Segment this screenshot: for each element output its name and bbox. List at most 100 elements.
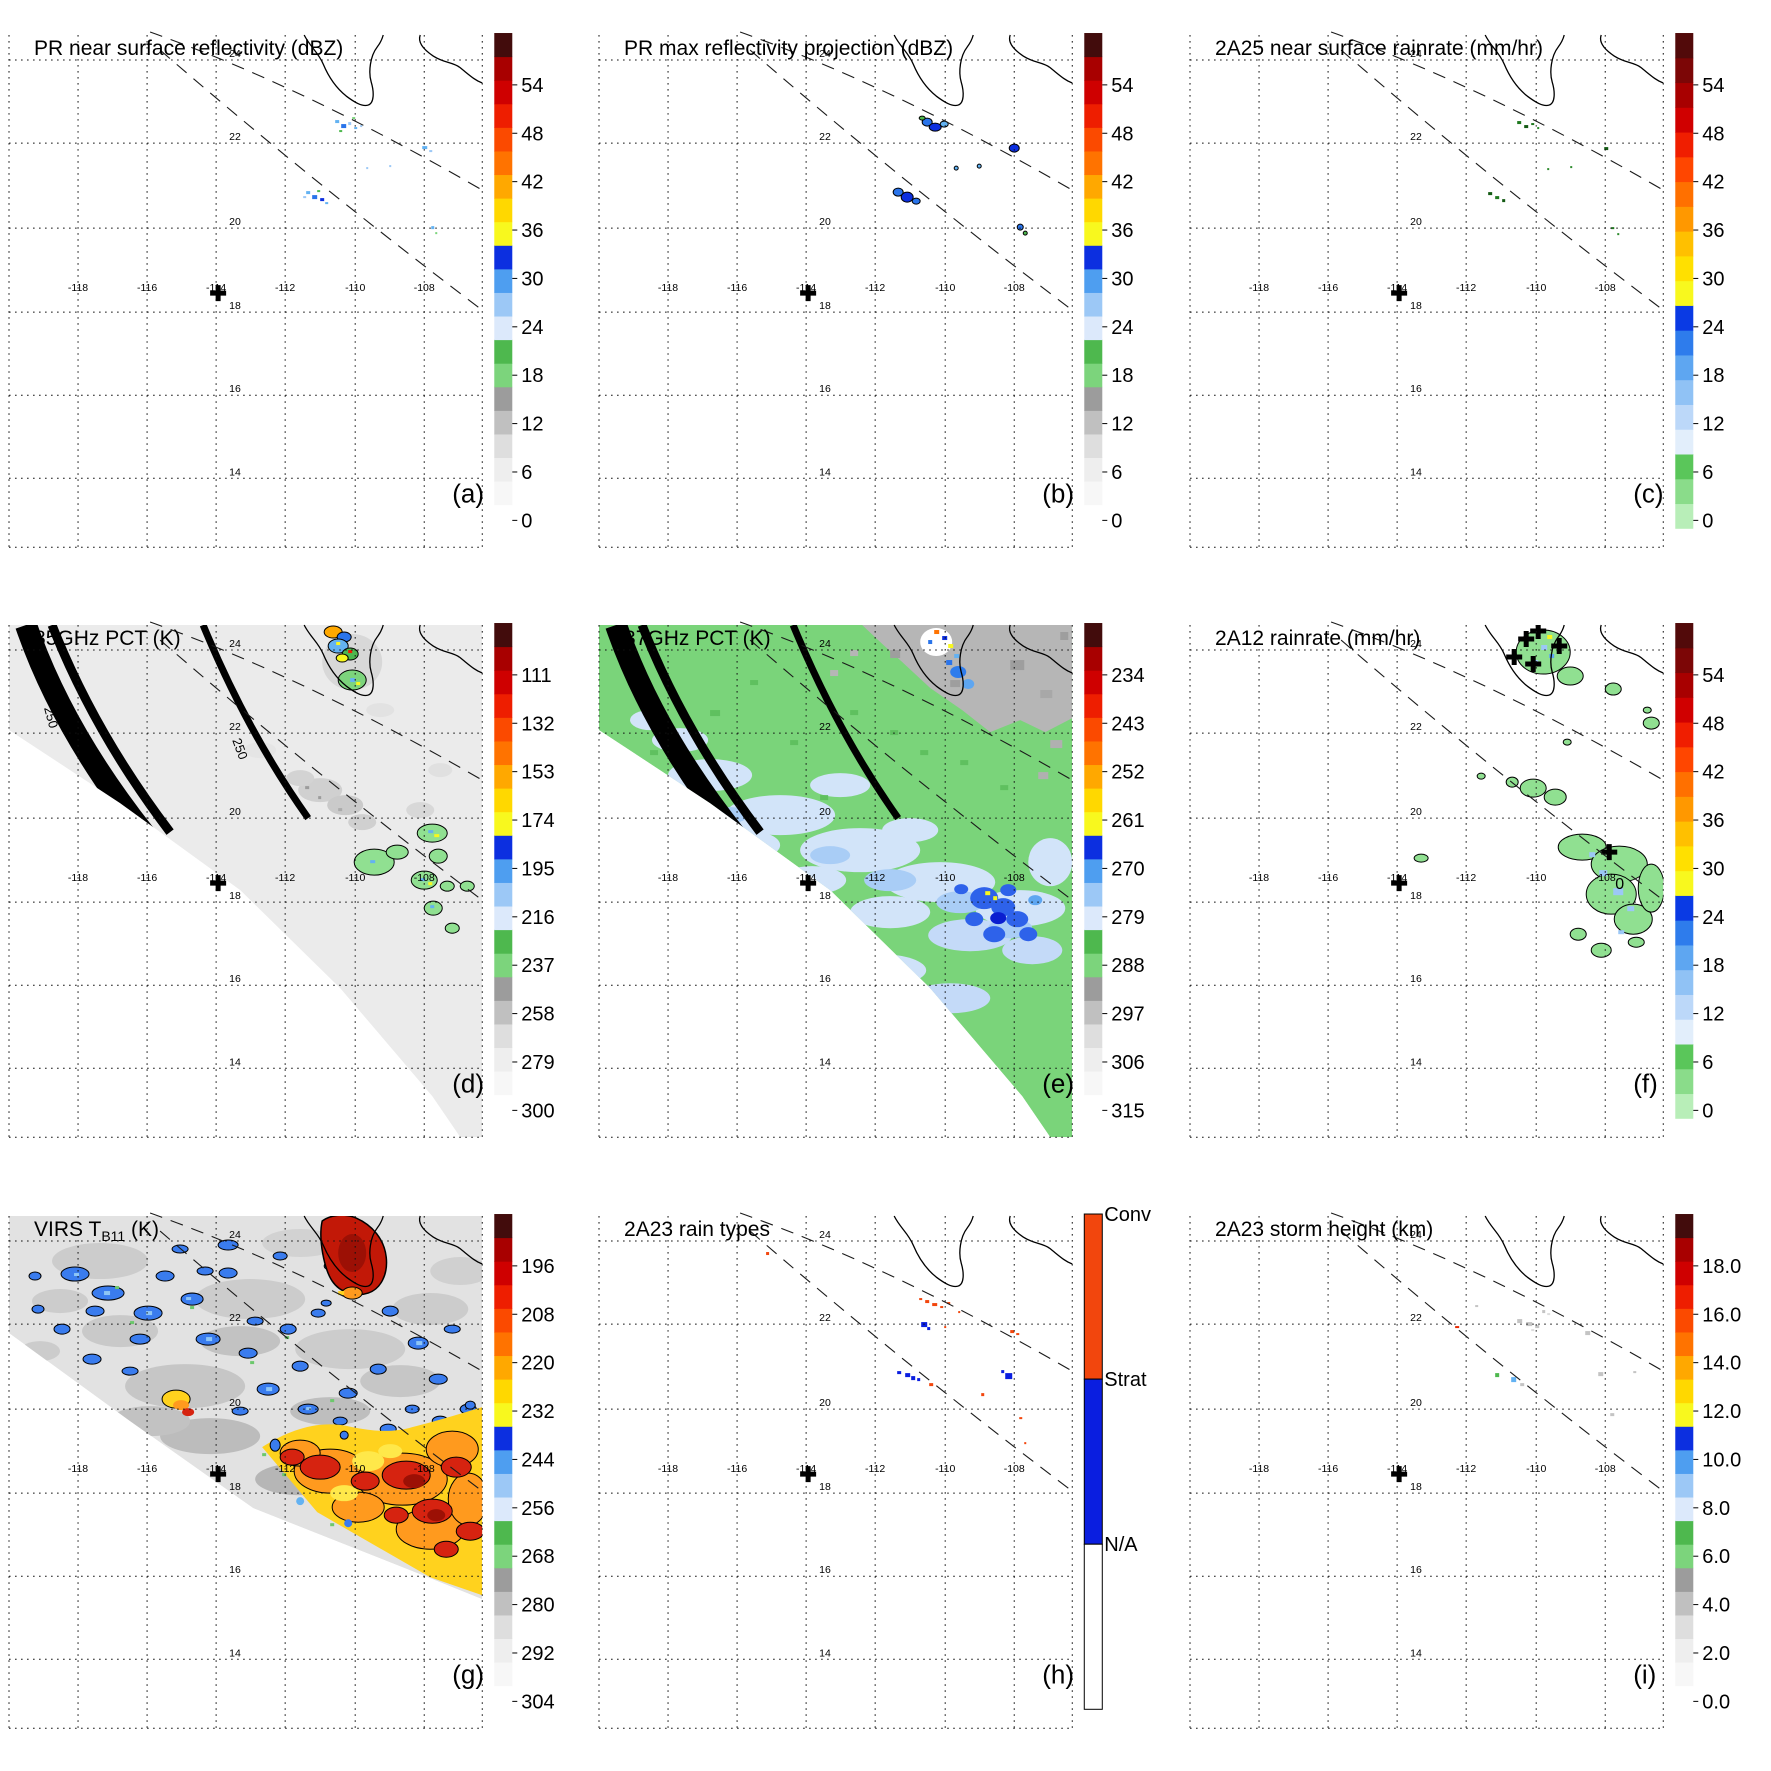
swath-edge-line [159,639,483,901]
data-blob [455,1521,483,1541]
data-blob [279,1448,305,1466]
colorbar-segment [494,1284,513,1309]
data-blob [155,1270,175,1282]
data-blob [82,1353,102,1365]
colorbar-tick-label: 8.0 [1702,1497,1730,1519]
latitude-label: 22 [229,131,241,143]
data-pixel [305,786,310,790]
latitude-label: 18 [819,891,831,903]
data-pixel [1001,1369,1005,1373]
coastline [1484,625,1565,697]
colorbar-segment [494,56,513,81]
colorbar-tick-label: 288 [1112,956,1145,978]
data-pixel [430,905,435,909]
colorbar-segment [1084,150,1103,176]
colorbar-segment [1084,174,1103,199]
data-pixel [428,830,434,834]
colorbar-tick-label: 12 [1112,414,1134,436]
swath-edge-line [1330,621,1664,781]
colorbar-segment [494,835,513,860]
colorbar-segment [494,1496,513,1521]
colorbar-segment [494,80,513,105]
data-pixel [790,740,799,746]
latitude-label: 24 [819,48,831,60]
colorbar-segment [1674,1425,1693,1451]
data-pixel [920,750,929,756]
colorbar-tick-label: 48 [1702,123,1724,145]
longitude-label: -108 [1594,872,1615,884]
colorbar-segment [494,1308,513,1333]
data-blob [433,1540,459,1558]
data-blob [286,770,315,787]
colorbar-tick-label: 195 [521,859,554,881]
latitude-label: 18 [1410,891,1422,903]
panel-title: 2A23 rain types [624,1218,770,1241]
data-blob [180,1292,204,1306]
colorbar-tick-label: 132 [521,714,554,736]
data-blob [279,1323,297,1335]
latitude-label: 18 [229,300,241,312]
data-blob [217,1239,239,1251]
data-blob [1028,895,1043,906]
colorbar-segment [1084,670,1103,695]
data-pixel [710,710,721,717]
data-blob [1000,884,1017,897]
colorbar-segment [1084,977,1103,1002]
data-pixel [318,796,322,800]
data-blob [392,1292,469,1325]
colorbar-tick-label: 306 [1112,1052,1145,1074]
data-pixel [1016,1332,1020,1335]
colorbar-segment [494,1331,513,1356]
graticule [1189,35,1664,548]
data-pixel [917,1377,921,1381]
data-pixel [1523,125,1528,129]
colorbar-segment [1084,268,1103,293]
latitude-label: 18 [819,300,831,312]
colorbar-segment [494,292,513,317]
swath-edge-line [1340,49,1664,311]
panel-letter: (d) [452,1069,484,1099]
panel-title: 85GHz PCT (K) [34,627,181,650]
colorbar-tick-label: 6 [521,462,532,484]
contour-label: 250 [41,705,61,730]
data-blob [1017,223,1025,231]
data-blob [320,1299,332,1307]
latitude-label: 22 [229,721,241,733]
data-pixel [981,1392,985,1396]
data-pixel [929,1382,934,1386]
data-blob [1006,911,1029,928]
panel-g: -118 -116 -114 -112 -110 -108 24 22 20 18 16 14 VIRS… [0,1180,591,1771]
coastline [893,625,975,697]
colorbar-tick-label: 48 [1702,714,1724,736]
data-blob [173,1399,190,1410]
longitude-label: -108 [414,1463,435,1475]
data-pixel [341,124,347,129]
data-pixel [944,1325,947,1328]
colorbar-segment [1674,255,1693,282]
colorbar-segment [494,1260,513,1285]
panel-e: -118 -116 -114 -112 -110 -108 24 22 20 18 16 14 37GH… [590,590,1181,1181]
longitude-label: -116 [727,282,747,294]
data-pixel [428,882,433,886]
data-pixel [1546,168,1549,171]
colorbar-tick-label: 244 [521,1449,554,1471]
data-blob [929,122,943,132]
data-blob [348,814,377,831]
data-pixel [1516,1318,1522,1323]
colorbar-segment [1084,410,1103,435]
data-pixel [1040,690,1053,699]
latitude-label: 16 [229,1564,241,1576]
colorbar-segment [1674,1069,1693,1095]
coastline [418,34,483,84]
data-blob [196,1266,214,1276]
data-blob [423,901,443,917]
data-pixel [352,117,356,120]
data-blob [892,187,905,197]
storm-center-marker [800,875,817,892]
latitude-label: 22 [1410,131,1422,143]
data-blob [1476,772,1486,780]
colorbar-tick-label: 268 [521,1546,554,1568]
latitude-label: 14 [1410,1647,1422,1659]
colorbar-segment [1674,1237,1693,1262]
data-blob [901,191,915,203]
